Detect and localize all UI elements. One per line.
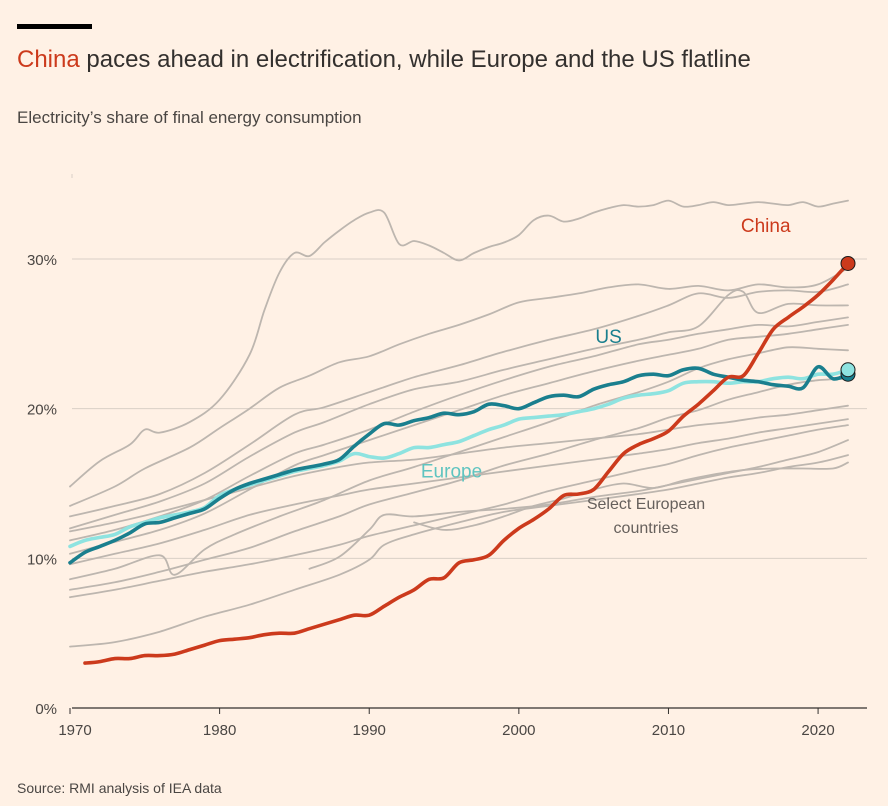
x-tick-label: 1980 [203, 722, 236, 739]
annotation-europe: Europe [421, 462, 482, 483]
annotation-countries: Select European [587, 496, 705, 513]
country-line [69, 267, 849, 507]
countries-layer [69, 199, 849, 648]
y-tick-label: 10% [27, 551, 57, 568]
country-line [69, 283, 849, 518]
europe-end-marker [840, 362, 856, 378]
country-line [413, 461, 849, 531]
x-tick-label: 1990 [353, 722, 386, 739]
country-line [69, 324, 849, 555]
chart-subtitle: Electricity’s share of final energy cons… [17, 108, 362, 127]
annotation-us: US [595, 327, 621, 348]
y-tick-label: 20% [27, 402, 57, 419]
x-tick-label: 2000 [502, 722, 535, 739]
china-end-marker [840, 255, 856, 271]
x-tick-label: 2010 [652, 722, 685, 739]
annotation-countries: countries [614, 520, 679, 537]
chart-title: China paces ahead in electrification, wh… [17, 44, 751, 76]
country-line [308, 439, 849, 570]
label-layer: China US Europe Select European countries [421, 216, 791, 537]
title-rest: paces ahead in electrification, while Eu… [79, 46, 751, 73]
title-highlight: China [17, 46, 80, 73]
brand-bar [17, 24, 92, 29]
us-line [68, 364, 850, 565]
country-line [69, 418, 849, 566]
country-line [69, 289, 849, 530]
china-line [83, 261, 850, 665]
country-line [69, 377, 849, 591]
annotation-china: China [741, 216, 791, 237]
country-line [69, 424, 849, 599]
y-tick-label: 30% [27, 252, 57, 269]
country-line [69, 199, 849, 488]
country-line [69, 316, 849, 542]
grid-layer: 0% 10% 20% 30% 1970 1980 1990 2000 2010 2020 [27, 174, 867, 739]
y-tick-label: 0% [35, 701, 57, 718]
x-tick-label: 2020 [801, 722, 834, 739]
country-line [69, 454, 849, 648]
highlight-layer [68, 255, 856, 665]
x-tick-label: 1970 [58, 722, 91, 739]
source-note: Source: RMI analysis of IEA data [17, 780, 222, 796]
